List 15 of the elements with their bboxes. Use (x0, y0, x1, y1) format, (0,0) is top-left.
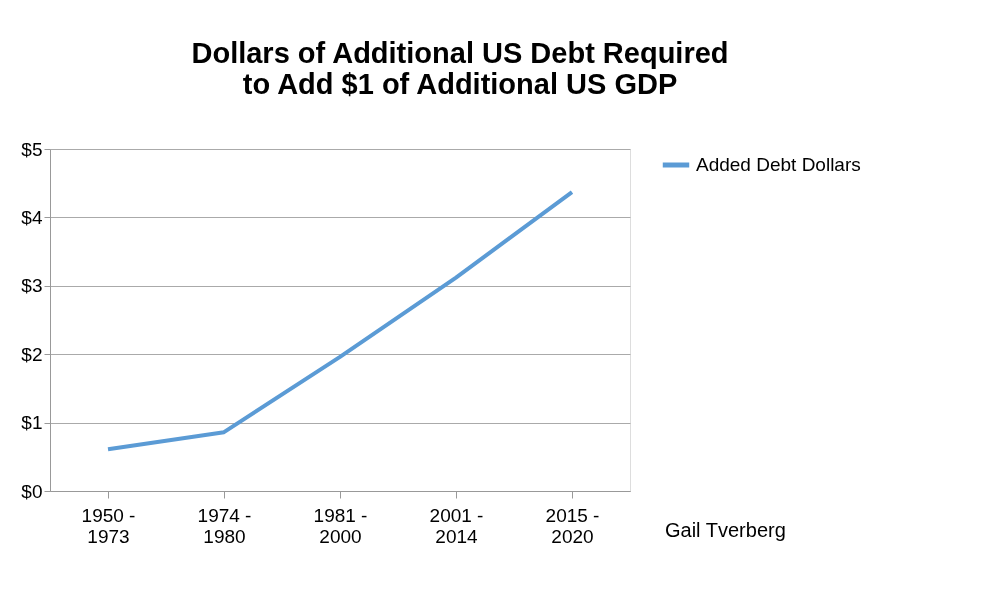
x-tick-label: 1950 - 1973 (81, 504, 136, 547)
text: Gail Tverberg (665, 519, 786, 541)
y-tick-label: $2 (21, 343, 43, 365)
line-series (106, 190, 574, 452)
x-tick-label: 2015 - 2020 (545, 504, 600, 547)
y-tick-label: $0 (21, 480, 43, 502)
legend-label: Added Debt Dollars (696, 154, 861, 175)
y-tick-label: $3 (21, 275, 43, 297)
y-tick-label: $5 (21, 138, 43, 160)
y-tick-label: $4 (21, 206, 43, 228)
x-tick-label: 1974 - 1980 (197, 504, 252, 547)
x-tick-label: 2001 - 2014 (429, 504, 484, 547)
y-tick-label: $1 (21, 412, 43, 434)
chart-title: Dollars of Additional US Debt Required to Add $1 of Additional US GDP (191, 37, 729, 100)
x-tick-label: 1981 - 2000 (313, 504, 368, 547)
